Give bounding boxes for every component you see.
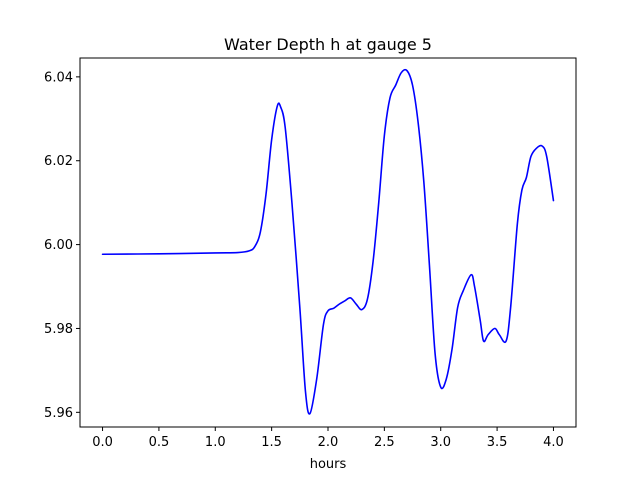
x-axis-label: hours (310, 457, 347, 472)
x-tick-label: 0.5 (149, 435, 170, 450)
y-tick-label: 6.02 (44, 154, 73, 169)
x-tick-label: 3.5 (487, 435, 508, 450)
x-tick-label: 2.0 (318, 435, 339, 450)
x-tick-label: 1.5 (261, 435, 282, 450)
chart-title: Water Depth h at gauge 5 (224, 35, 432, 54)
y-tick-label: 6.00 (44, 238, 73, 253)
y-tick-label: 5.96 (44, 406, 73, 421)
x-tick-label: 1.0 (205, 435, 226, 450)
y-tick-label: 5.98 (44, 322, 73, 337)
plot-area (79, 57, 577, 428)
x-axis: 0.0 0.5 1.0 1.5 2.0 2.5 3.0 3.5 4.0 (92, 427, 564, 450)
series-layer (101, 68, 555, 415)
x-tick-label: 2.5 (374, 435, 395, 450)
x-tick-label: 3.0 (430, 435, 451, 450)
y-tick-label: 6.04 (44, 70, 73, 85)
x-tick-label: 0.0 (92, 435, 113, 450)
axes-frame (79, 57, 577, 428)
y-axis: 5.96 5.98 6.00 6.02 6.04 (44, 70, 80, 421)
x-tick-label: 4.0 (543, 435, 564, 450)
series-line-0 (101, 68, 555, 415)
